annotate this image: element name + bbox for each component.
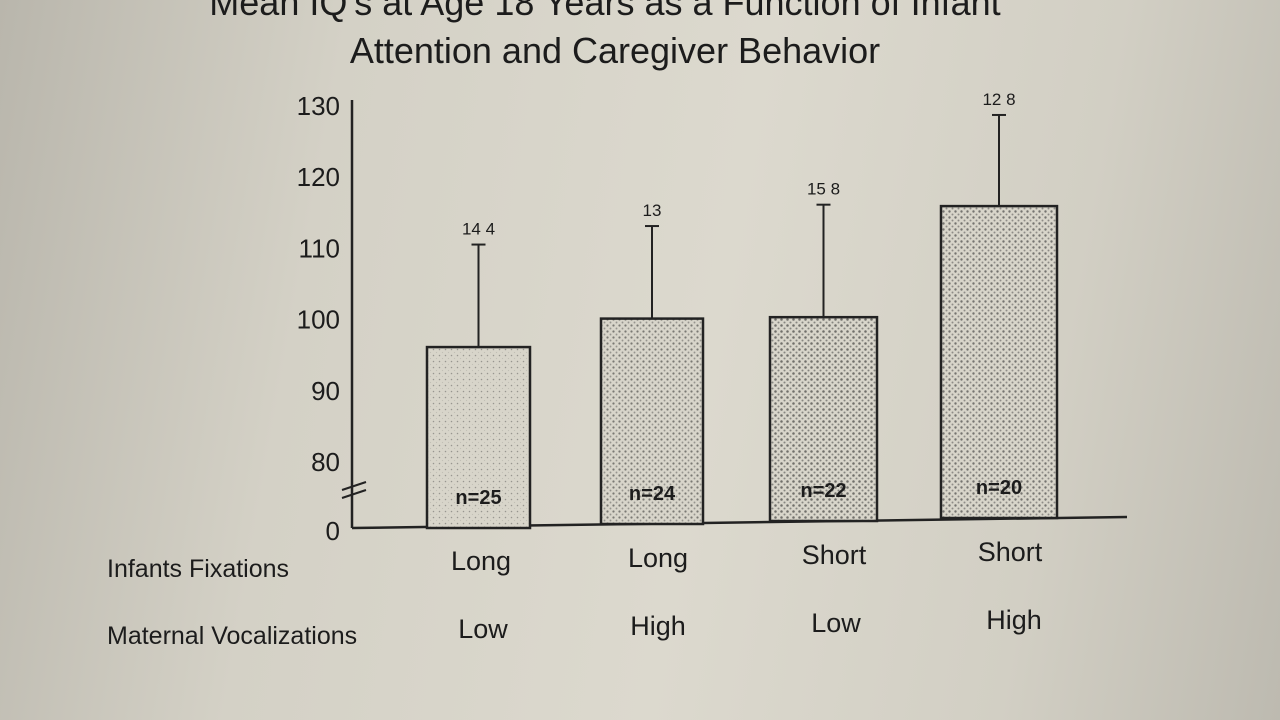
cat-fixation-1: Long xyxy=(450,546,512,576)
y-tick-label: 0 xyxy=(326,516,340,546)
y-tick-label: 130 xyxy=(297,91,340,121)
bar xyxy=(599,317,705,526)
cat-fixation-3: Short xyxy=(801,540,867,570)
cat-vocal-1: Low xyxy=(458,614,508,644)
sd-label: 15 8 xyxy=(807,180,840,199)
cat-vocal-3: Low xyxy=(811,608,861,638)
chart-title-line1: Mean IQ's at Age 18 Years as a Function … xyxy=(209,0,1001,23)
row-label-vocalizations: Maternal Vocalizations xyxy=(107,622,358,650)
n-label: n=22 xyxy=(800,480,846,502)
y-tick-label: 110 xyxy=(299,233,340,263)
row-label-fixations: Infants Fixations xyxy=(107,555,290,583)
bar xyxy=(768,315,879,523)
axis-break xyxy=(341,481,367,499)
sd-label: 12 8 xyxy=(982,90,1015,109)
cat-fixation-2: Long xyxy=(627,543,689,573)
n-label: n=20 xyxy=(976,477,1022,499)
y-tick-label: 120 xyxy=(297,162,340,192)
cat-fixation-4: Short xyxy=(977,537,1043,567)
sd-label: 13 xyxy=(643,201,662,220)
bar xyxy=(425,345,532,530)
n-label: n=24 xyxy=(629,483,676,505)
n-label: n=25 xyxy=(455,487,501,509)
bar xyxy=(939,204,1059,520)
y-tick-label: 80 xyxy=(311,447,340,477)
chart-title-line2: Attention and Caregiver Behavior xyxy=(349,30,881,71)
sd-label: 14 4 xyxy=(462,220,495,239)
y-tick-label: 90 xyxy=(311,376,340,406)
cat-vocal-4: High xyxy=(986,605,1042,635)
y-tick-label: 100 xyxy=(297,305,340,335)
cat-vocal-2: High xyxy=(630,611,686,641)
